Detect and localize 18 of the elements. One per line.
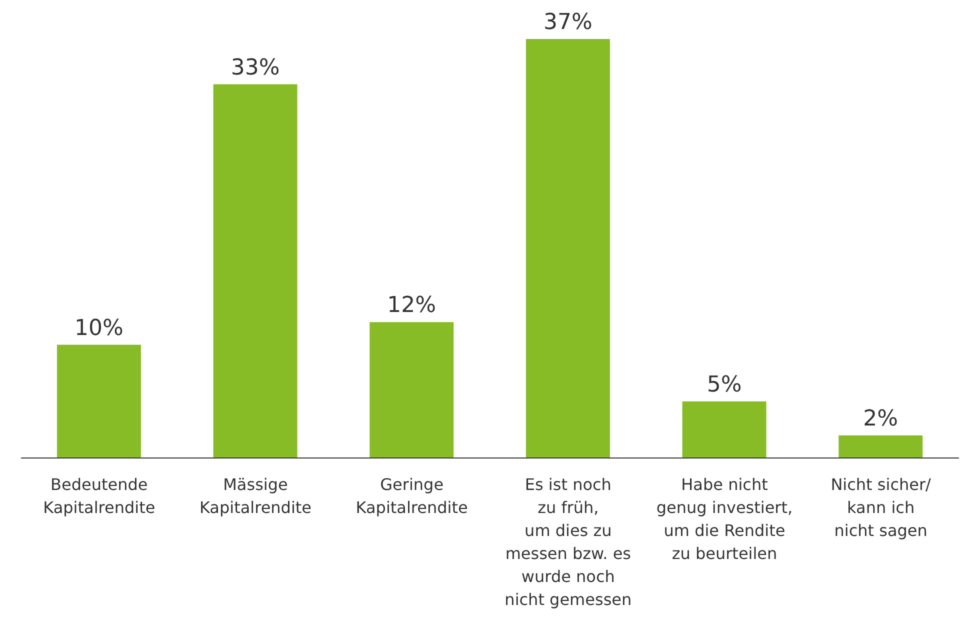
x-tick-label: Mässige Kapitalrendite: [199, 475, 312, 517]
data-label: 37%: [544, 10, 592, 35]
bar: [370, 322, 454, 458]
bar: [838, 435, 923, 458]
x-tick-label: Geringe Kapitalrendite: [356, 475, 468, 517]
x-tick-label: Bedeutende Kapitalrendite: [43, 475, 156, 517]
bar: [213, 84, 298, 458]
bar: [56, 344, 141, 458]
bar: [682, 401, 766, 458]
data-label: 2%: [863, 406, 898, 432]
x-tick-label: Es ist noch zu früh, um dies zu messen bzw. es wurde noch nicht gemessen: [504, 475, 632, 609]
x-tick-label: Nicht sicher/ kann ich nicht sagen: [830, 475, 932, 540]
data-label: 33%: [230, 55, 280, 80]
data-label: 10%: [74, 316, 124, 341]
bar: [526, 39, 610, 458]
data-label: 12%: [387, 293, 436, 318]
data-label: 5%: [706, 372, 742, 398]
x-tick-label: Habe nicht genug investiert, um die Rendite zu beurteilen: [656, 475, 793, 563]
